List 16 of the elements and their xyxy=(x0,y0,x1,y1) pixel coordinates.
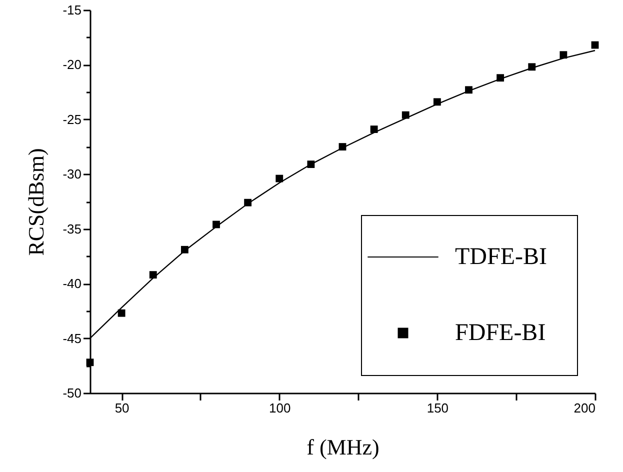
x-tick-label: 50 xyxy=(114,400,130,416)
y-axis-title: RCS(dBsm) xyxy=(24,148,49,256)
y-tick-label: -25 xyxy=(62,112,82,127)
x-axis-title: f (MHz) xyxy=(306,434,380,460)
x-tick-label: 200 xyxy=(574,400,596,416)
y-tick-label: -50 xyxy=(62,386,82,400)
legend-label: TDFE-BI xyxy=(455,244,547,270)
y-tick-label: -45 xyxy=(62,330,82,346)
x-tick-label: 150 xyxy=(426,400,449,416)
y-tick-label: -40 xyxy=(62,276,82,292)
x-tick-label: 100 xyxy=(269,400,291,416)
y-tick-label: -30 xyxy=(62,166,82,182)
y-tick-label: -20 xyxy=(62,57,82,72)
y-tick-label: -15 xyxy=(62,2,82,18)
legend-label: FDFE-BI xyxy=(455,320,546,346)
y-tick-label: -35 xyxy=(62,221,82,236)
